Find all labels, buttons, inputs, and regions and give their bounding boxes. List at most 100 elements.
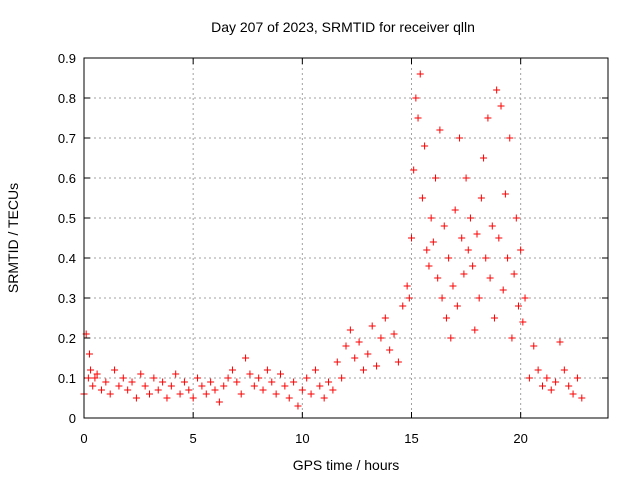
data-point bbox=[373, 362, 381, 370]
data-point bbox=[482, 254, 490, 262]
data-point bbox=[510, 270, 518, 278]
data-point bbox=[189, 394, 197, 402]
data-point bbox=[547, 386, 555, 394]
data-point bbox=[329, 386, 337, 394]
data-point bbox=[141, 382, 149, 390]
data-point bbox=[440, 222, 448, 230]
y-tick-label: 0.4 bbox=[58, 251, 76, 266]
data-point bbox=[294, 402, 302, 410]
data-point bbox=[534, 366, 542, 374]
data-point bbox=[150, 374, 158, 382]
y-tick-label: 0.8 bbox=[58, 91, 76, 106]
data-point bbox=[303, 374, 311, 382]
data-point bbox=[447, 334, 455, 342]
data-point bbox=[167, 382, 175, 390]
data-point bbox=[351, 354, 359, 362]
y-tick-label: 0.5 bbox=[58, 211, 76, 226]
data-point bbox=[525, 374, 533, 382]
data-point bbox=[390, 330, 398, 338]
data-point bbox=[449, 282, 457, 290]
data-point bbox=[442, 314, 450, 322]
data-point bbox=[514, 302, 522, 310]
data-point bbox=[333, 358, 341, 366]
data-point bbox=[268, 378, 276, 386]
data-point bbox=[493, 86, 501, 94]
data-point bbox=[421, 142, 429, 150]
y-tick-label: 0.3 bbox=[58, 291, 76, 306]
data-point bbox=[342, 342, 350, 350]
x-tick-label: 10 bbox=[295, 431, 309, 446]
plot-frame bbox=[83, 57, 609, 419]
data-point bbox=[180, 378, 188, 386]
x-tick-labels: 0 5 10 15 20 bbox=[80, 431, 528, 446]
data-point bbox=[471, 326, 479, 334]
data-point bbox=[93, 370, 101, 378]
data-point bbox=[453, 302, 461, 310]
data-point bbox=[159, 378, 167, 386]
data-point bbox=[320, 394, 328, 402]
data-point bbox=[573, 374, 581, 382]
data-point bbox=[501, 190, 509, 198]
data-point bbox=[560, 366, 568, 374]
data-point bbox=[102, 378, 110, 386]
data-point bbox=[111, 366, 119, 374]
data-point bbox=[473, 230, 481, 238]
x-axis-label: GPS time / hours bbox=[293, 457, 400, 473]
y-tick-labels: 0 0.1 0.2 0.3 0.4 0.5 0.6 0.7 0.8 0.9 bbox=[58, 51, 76, 426]
data-point bbox=[185, 386, 193, 394]
data-point bbox=[85, 350, 93, 358]
data-point bbox=[364, 350, 372, 358]
data-point bbox=[432, 174, 440, 182]
y-axis-label: SRMTID / TECUs bbox=[5, 183, 21, 293]
data-point bbox=[394, 358, 402, 366]
data-point bbox=[530, 342, 538, 350]
data-point bbox=[399, 302, 407, 310]
data-point bbox=[154, 386, 162, 394]
data-point bbox=[556, 338, 564, 346]
y-tick-label: 0.6 bbox=[58, 171, 76, 186]
data-point bbox=[307, 390, 315, 398]
data-point bbox=[429, 238, 437, 246]
data-point bbox=[298, 386, 306, 394]
data-point bbox=[263, 366, 271, 374]
data-point bbox=[480, 154, 488, 162]
data-point bbox=[290, 378, 298, 386]
data-point bbox=[224, 374, 232, 382]
y-tick-label: 0.7 bbox=[58, 131, 76, 146]
data-point bbox=[418, 194, 426, 202]
data-point bbox=[508, 334, 516, 342]
data-point bbox=[359, 366, 367, 374]
data-point bbox=[490, 314, 498, 322]
y-tick-label: 0.2 bbox=[58, 331, 76, 346]
data-point bbox=[410, 166, 418, 174]
data-point bbox=[316, 382, 324, 390]
data-point bbox=[355, 338, 363, 346]
data-point bbox=[115, 382, 123, 390]
data-point bbox=[565, 382, 573, 390]
data-point bbox=[277, 370, 284, 378]
data-point bbox=[539, 382, 546, 390]
data-point bbox=[346, 326, 354, 334]
data-point bbox=[255, 374, 263, 382]
data-point bbox=[405, 294, 413, 302]
data-point bbox=[325, 378, 333, 386]
chart-title: Day 207 of 2023, SRMTID for receiver qll… bbox=[211, 19, 475, 35]
data-point bbox=[486, 274, 494, 282]
data-point bbox=[272, 390, 280, 398]
data-point bbox=[106, 390, 114, 398]
data-point bbox=[237, 390, 245, 398]
data-point bbox=[466, 214, 474, 222]
data-points bbox=[80, 70, 586, 410]
data-point bbox=[543, 374, 551, 382]
data-point bbox=[176, 390, 184, 398]
axis-ticks bbox=[83, 57, 608, 419]
data-point bbox=[228, 366, 236, 374]
data-point bbox=[211, 386, 219, 394]
data-point bbox=[281, 382, 289, 390]
data-point bbox=[425, 262, 433, 270]
data-point bbox=[338, 374, 346, 382]
data-point bbox=[438, 294, 446, 302]
x-tick-label: 15 bbox=[404, 431, 418, 446]
grid-lines bbox=[84, 58, 608, 418]
x-tick-label: 0 bbox=[80, 431, 87, 446]
